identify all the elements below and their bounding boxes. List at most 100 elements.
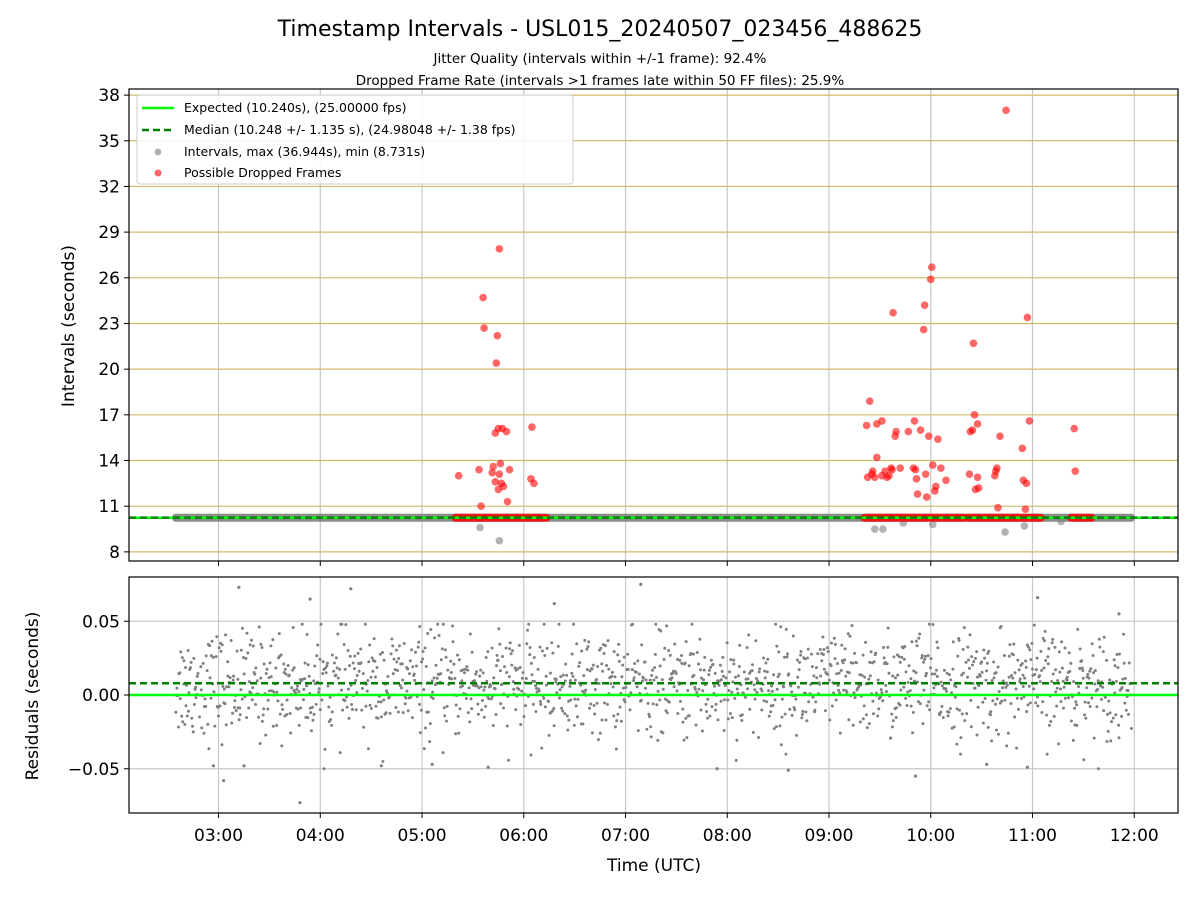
- residual-point: [785, 652, 789, 656]
- residual-point: [285, 712, 289, 716]
- residual-point: [470, 650, 474, 654]
- top-y-tick-label: 23: [98, 314, 120, 334]
- residual-point: [527, 622, 531, 626]
- residual-point: [726, 717, 730, 721]
- residual-point: [972, 660, 976, 664]
- residual-point: [927, 622, 931, 626]
- residual-point: [951, 667, 955, 671]
- residual-point: [347, 716, 351, 720]
- residual-point: [462, 671, 466, 675]
- residual-point: [884, 683, 888, 687]
- interval-point: [1001, 528, 1009, 536]
- residual-point: [933, 672, 937, 676]
- residual-point: [267, 689, 271, 693]
- residual-point: [1073, 706, 1077, 710]
- residual-point: [1059, 687, 1063, 691]
- residual-point: [740, 713, 744, 717]
- residual-point: [570, 652, 574, 656]
- residual-point: [687, 714, 691, 718]
- residual-point: [922, 660, 926, 664]
- residual-point: [480, 708, 484, 712]
- residual-point: [195, 674, 199, 678]
- residual-point: [985, 669, 989, 673]
- residual-point: [924, 671, 928, 675]
- residual-point: [956, 654, 960, 658]
- residual-point: [706, 697, 710, 701]
- residual-point: [260, 646, 264, 650]
- residual-point: [569, 698, 573, 702]
- residual-point: [535, 690, 539, 694]
- residual-point: [560, 685, 564, 689]
- residual-point: [432, 676, 436, 680]
- residual-point: [1077, 685, 1081, 689]
- residual-point: [836, 662, 840, 666]
- residual-point: [1059, 699, 1063, 703]
- dropped-frame-point: [493, 331, 502, 340]
- residual-point: [288, 711, 292, 715]
- residual-point: [745, 646, 749, 650]
- dropped-frame-point: [970, 411, 979, 419]
- residual-point: [287, 673, 291, 677]
- residual-point: [1087, 676, 1091, 680]
- residual-point: [406, 667, 410, 671]
- dropped-frame-point: [910, 417, 919, 425]
- residual-point: [533, 680, 537, 684]
- residual-point: [274, 666, 278, 670]
- residual-point: [479, 668, 483, 672]
- residual-point: [456, 714, 460, 718]
- residual-point: [920, 653, 924, 657]
- residual-point: [305, 684, 309, 688]
- residual-point: [651, 702, 655, 706]
- residual-point: [237, 718, 241, 722]
- residual-point: [679, 654, 683, 658]
- residual-point: [821, 653, 825, 657]
- dropped-frame-point: [496, 459, 505, 468]
- residual-point: [222, 687, 226, 691]
- residual-point: [338, 667, 342, 671]
- residual-point: [421, 657, 425, 661]
- residual-point: [228, 676, 232, 680]
- residual-point: [633, 662, 637, 666]
- residual-point: [1117, 736, 1121, 740]
- residual-point: [457, 731, 461, 735]
- residual-point: [775, 687, 779, 691]
- dropped-frame-point: [974, 484, 983, 492]
- bottom-y-axis-label: Residuals (seconds): [23, 612, 43, 781]
- residual-point: [1120, 686, 1124, 690]
- residual-point: [216, 714, 220, 718]
- residual-point: [596, 665, 600, 669]
- residual-point: [788, 707, 792, 711]
- residual-point: [514, 708, 518, 712]
- residual-point: [497, 627, 501, 631]
- residual-point: [839, 668, 843, 672]
- residual-point: [257, 715, 261, 719]
- residual-point: [834, 698, 838, 702]
- residual-point: [1009, 702, 1013, 706]
- residual-point: [186, 649, 190, 653]
- residual-point: [825, 646, 829, 650]
- residual-point: [932, 686, 936, 690]
- residual-point: [926, 654, 930, 658]
- residual-point: [750, 663, 754, 667]
- residual-point: [332, 661, 336, 665]
- residual-point: [546, 699, 550, 703]
- dropped-frame-point: [1023, 313, 1032, 322]
- residual-point: [357, 669, 361, 673]
- top-y-tick-label: 35: [98, 132, 120, 152]
- residual-point: [1122, 632, 1126, 636]
- top-plot-axes: 8 11 14 17 20 23 26 29 32 35 38: [98, 86, 1179, 566]
- residual-point: [977, 684, 981, 688]
- residual-point: [701, 678, 705, 682]
- residual-point: [528, 645, 532, 649]
- residual-point: [356, 651, 360, 655]
- residual-point: [335, 666, 339, 670]
- residual-point: [242, 764, 246, 768]
- residual-point: [538, 699, 542, 703]
- residual-point: [1117, 612, 1121, 616]
- residual-point: [1096, 679, 1100, 683]
- residual-point: [661, 687, 665, 691]
- residual-point: [886, 645, 890, 649]
- residual-point: [973, 686, 977, 690]
- residual-point: [301, 698, 305, 702]
- residual-point: [944, 687, 948, 691]
